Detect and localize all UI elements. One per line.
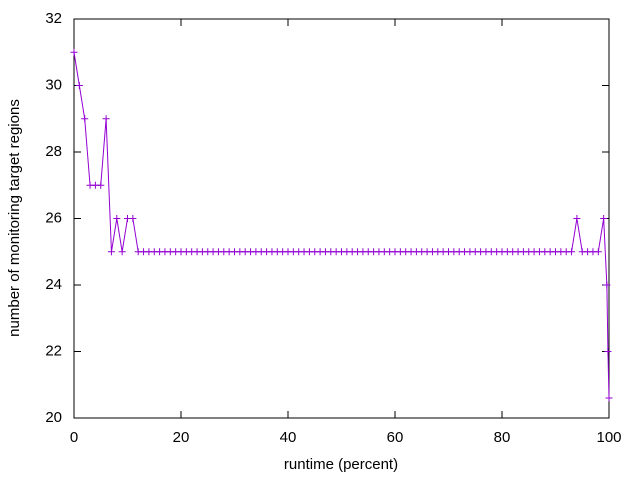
x-tick-label: 20: [173, 429, 190, 446]
point-marker: [102, 115, 110, 123]
y-tick-label: 28: [45, 143, 62, 160]
y-tick-label: 26: [45, 209, 62, 226]
point-marker: [604, 348, 612, 355]
y-tick-label: 30: [45, 76, 62, 93]
y-axis-label: number of monitoring target regions: [6, 99, 23, 337]
point-marker: [573, 215, 581, 222]
point-marker: [81, 115, 89, 123]
point-marker: [118, 248, 126, 256]
point-marker: [75, 82, 83, 89]
y-tick-label: 32: [45, 10, 62, 27]
point-marker: [113, 215, 121, 222]
series-line: [73, 52, 610, 399]
point-marker: [600, 215, 608, 222]
x-tick-label: 0: [70, 429, 78, 446]
point-marker: [605, 394, 613, 402]
y-tick-label: 20: [45, 409, 62, 426]
x-tick-label: 40: [280, 429, 297, 446]
point-marker: [594, 248, 602, 256]
plot-border: [73, 18, 610, 419]
point-marker: [70, 48, 78, 56]
point-marker: [129, 215, 137, 222]
x-axis-label: runtime (percent): [284, 456, 398, 473]
x-tick-label: 80: [494, 429, 511, 446]
y-tick-label: 22: [45, 342, 62, 359]
point-marker: [568, 248, 576, 256]
point-marker: [97, 181, 105, 189]
point-marker: [107, 248, 115, 256]
point-marker: [603, 281, 611, 289]
x-tick-label: 100: [596, 429, 621, 446]
y-tick-label: 24: [45, 276, 62, 293]
x-tick-label: 60: [387, 429, 404, 446]
